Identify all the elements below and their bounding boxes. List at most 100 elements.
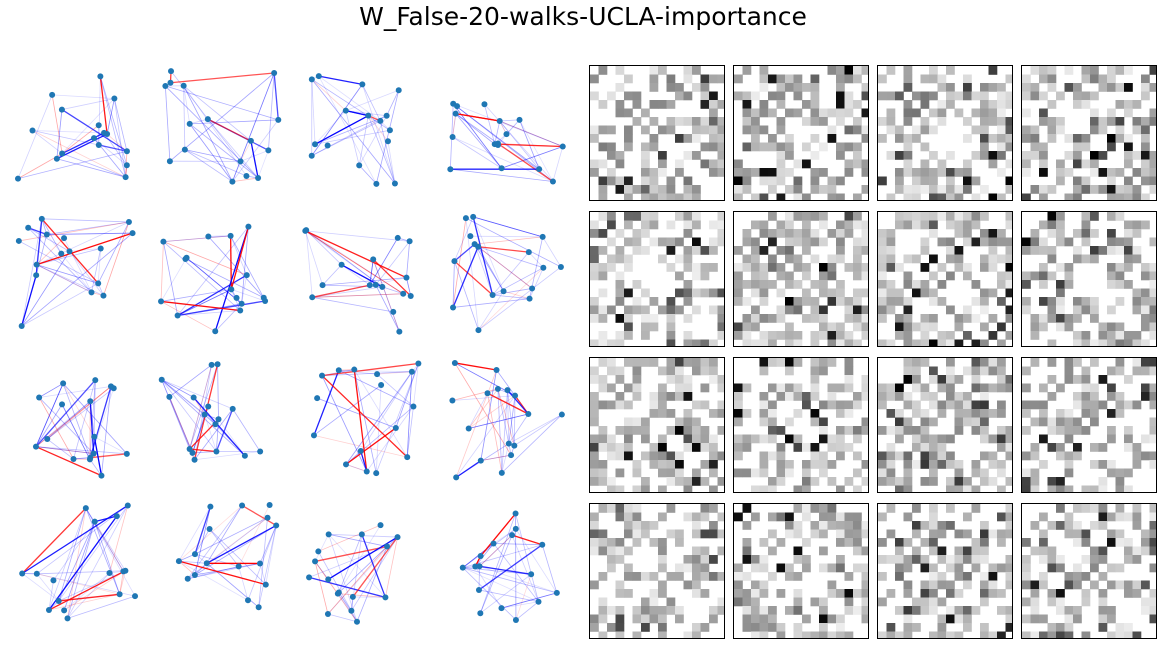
heatmap-cell [615, 538, 625, 547]
heatmap-cell [1107, 331, 1116, 340]
graph-node [512, 616, 519, 623]
positive-edge [194, 506, 212, 555]
positive-edge [97, 221, 130, 284]
heatmap-cell [853, 125, 862, 135]
negative-edge [479, 534, 513, 567]
heatmap-cell [1090, 229, 1099, 238]
heatmap-cell [1039, 546, 1048, 556]
heatmap-cell [895, 555, 904, 564]
heatmap-cell [802, 229, 811, 238]
heatmap-cell [929, 538, 938, 547]
positive-edge [479, 565, 532, 575]
heatmap-cell [946, 185, 955, 194]
heatmap-cell [1115, 134, 1125, 143]
heatmap-cell [709, 237, 718, 247]
heatmap-cell [886, 426, 896, 435]
heatmap-cell [1073, 375, 1082, 384]
heatmap-cell [802, 159, 811, 169]
heatmap-cell [1047, 597, 1057, 607]
heatmap-cell [827, 383, 837, 393]
heatmap-cell [759, 229, 769, 238]
heatmap-cell [1107, 460, 1116, 469]
graph-node [175, 558, 182, 565]
positive-edge [63, 521, 96, 611]
negative-edge [32, 130, 126, 178]
heatmap-cell [819, 504, 828, 513]
heatmap-cell [929, 512, 938, 522]
heatmap-cell [692, 589, 701, 598]
graph-node [204, 116, 211, 123]
positive-edge [35, 404, 63, 447]
heatmap-cell [1090, 91, 1099, 101]
positive-edge [341, 264, 371, 286]
heatmap-cell [607, 485, 616, 492]
heatmap-cell [590, 400, 599, 410]
heatmap-cell [615, 614, 625, 624]
graph-node [90, 135, 97, 142]
heatmap-cell [759, 555, 769, 564]
heatmap-cell [1090, 168, 1099, 177]
heatmap-cell [1030, 66, 1040, 75]
heatmap-cell [819, 263, 828, 272]
heatmap-cell [624, 91, 633, 101]
heatmap-cell [700, 74, 710, 84]
graph-node [415, 360, 422, 367]
heatmap-cell [929, 168, 938, 177]
heatmap-cell [632, 280, 642, 289]
heatmap-cell [793, 521, 803, 530]
heatmap-cell [768, 212, 777, 221]
heatmap-cell [836, 426, 845, 435]
heatmap-cell [1005, 521, 1012, 530]
heatmap-cell [997, 229, 1006, 238]
negative-edge [163, 235, 231, 243]
heatmap-cell [1090, 546, 1099, 556]
heatmap-cell [920, 100, 930, 109]
heatmap-cell [709, 100, 718, 109]
heatmap-cell [615, 392, 625, 401]
negative-edge [494, 143, 563, 148]
heatmap-cell [912, 623, 921, 632]
heatmap-cell [742, 597, 752, 607]
heatmap-cell [988, 589, 998, 598]
positive-edge [327, 613, 358, 623]
heatmap-cell [1132, 555, 1142, 564]
heatmap-16 [1021, 503, 1157, 639]
heatmap-cell [598, 504, 608, 513]
heatmap-cell [1115, 400, 1125, 410]
heatmap-cell [1149, 529, 1156, 539]
heatmap-cell [692, 185, 701, 194]
heatmap-cell [827, 193, 837, 200]
heatmap-cell [963, 263, 972, 272]
heatmap-cell [988, 263, 998, 272]
heatmap-cell [980, 142, 989, 152]
heatmap-cell [903, 606, 913, 615]
heatmap-cell [683, 185, 693, 194]
heatmap-cell [1039, 142, 1048, 152]
heatmap-cell [776, 392, 786, 401]
network-graph-13 [19, 502, 139, 622]
heatmap-cell [751, 271, 760, 281]
heatmap-cell [692, 400, 701, 410]
negative-edge [230, 226, 250, 290]
heatmap-cell [895, 485, 904, 492]
heatmap-cell [988, 66, 998, 75]
heatmap-cell [997, 322, 1006, 332]
heatmap-cell [607, 504, 616, 513]
heatmap-cell [632, 297, 642, 306]
heatmap-cell [1073, 254, 1082, 264]
heatmap-cell [1149, 589, 1156, 598]
heatmap-cell [920, 563, 930, 573]
heatmap-cell [954, 468, 964, 478]
heatmap-cell [785, 271, 794, 281]
heatmap-cell [1081, 597, 1091, 607]
heatmap-cell [836, 339, 845, 346]
positive-edge [452, 395, 516, 401]
heatmap-cell [1005, 555, 1012, 564]
heatmap-cell [929, 366, 938, 376]
positive-edge [46, 232, 133, 235]
heatmap-cell [827, 460, 837, 469]
heatmap-cell [1115, 263, 1125, 272]
graph-node [351, 366, 358, 373]
heatmap-cell [1124, 108, 1133, 118]
negative-edge [35, 446, 94, 454]
